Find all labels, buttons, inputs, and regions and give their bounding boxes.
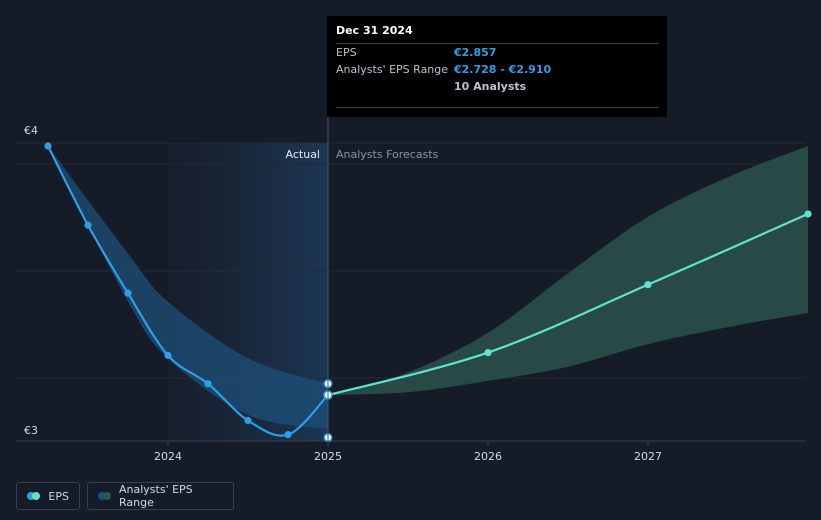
x-tick-label: 2025 [314, 450, 342, 463]
eps-actual-point [244, 416, 252, 425]
tooltip: Dec 31 2024 EPS €2.857 Analysts' EPS Ran… [327, 16, 667, 117]
legend-range[interactable]: Analysts' EPS Range [87, 482, 234, 510]
eps-forecast-point [644, 281, 652, 289]
eps-forecast-point [804, 210, 812, 218]
tooltip-range-row: Analysts' EPS Range €2.728 - €2.910 [336, 61, 658, 78]
eps-actual-point [164, 351, 172, 360]
x-tick-label: 2024 [154, 450, 182, 463]
eps-forecast-line [327, 212, 809, 397]
tooltip-analysts-row: 10 Analysts [336, 78, 658, 95]
tooltip-range-label: Analysts' EPS Range [336, 63, 449, 76]
y-label-bottom: €3 [24, 424, 38, 437]
tooltip-eps-value: €2.857 [454, 46, 497, 59]
eps-actual-point [284, 431, 292, 439]
x-tick-label: 2027 [634, 450, 662, 463]
legend-range-label: Analysts' EPS Range [119, 483, 193, 509]
tooltip-eps-row: EPS €2.857 [336, 43, 658, 61]
tooltip-divider [336, 107, 658, 108]
eps-legend-icon [27, 492, 40, 500]
legend-eps-label: EPS [48, 489, 69, 503]
eps-actual-point [44, 142, 52, 150]
x-tick-label: 2026 [474, 450, 502, 463]
range-legend-icon [98, 492, 111, 500]
eps-actual-point [124, 289, 132, 297]
eps-actual-point [204, 380, 212, 388]
forecast-eps-range-band [328, 146, 808, 396]
actual-eps-range-band [48, 146, 328, 429]
tooltip-date: Dec 31 2024 [336, 24, 413, 37]
legend-eps[interactable]: EPS [16, 482, 80, 510]
tooltip-eps-label: EPS [336, 46, 357, 59]
tooltip-range-value: €2.728 - €2.910 [454, 63, 552, 76]
eps-actual-point [84, 221, 92, 229]
forecast-label: Analysts Forecasts [336, 148, 439, 161]
y-label-top: €4 [24, 124, 38, 137]
eps-forecast-point [484, 348, 492, 357]
tooltip-analysts: 10 Analysts [454, 80, 527, 93]
actual-label: Actual [286, 148, 320, 161]
